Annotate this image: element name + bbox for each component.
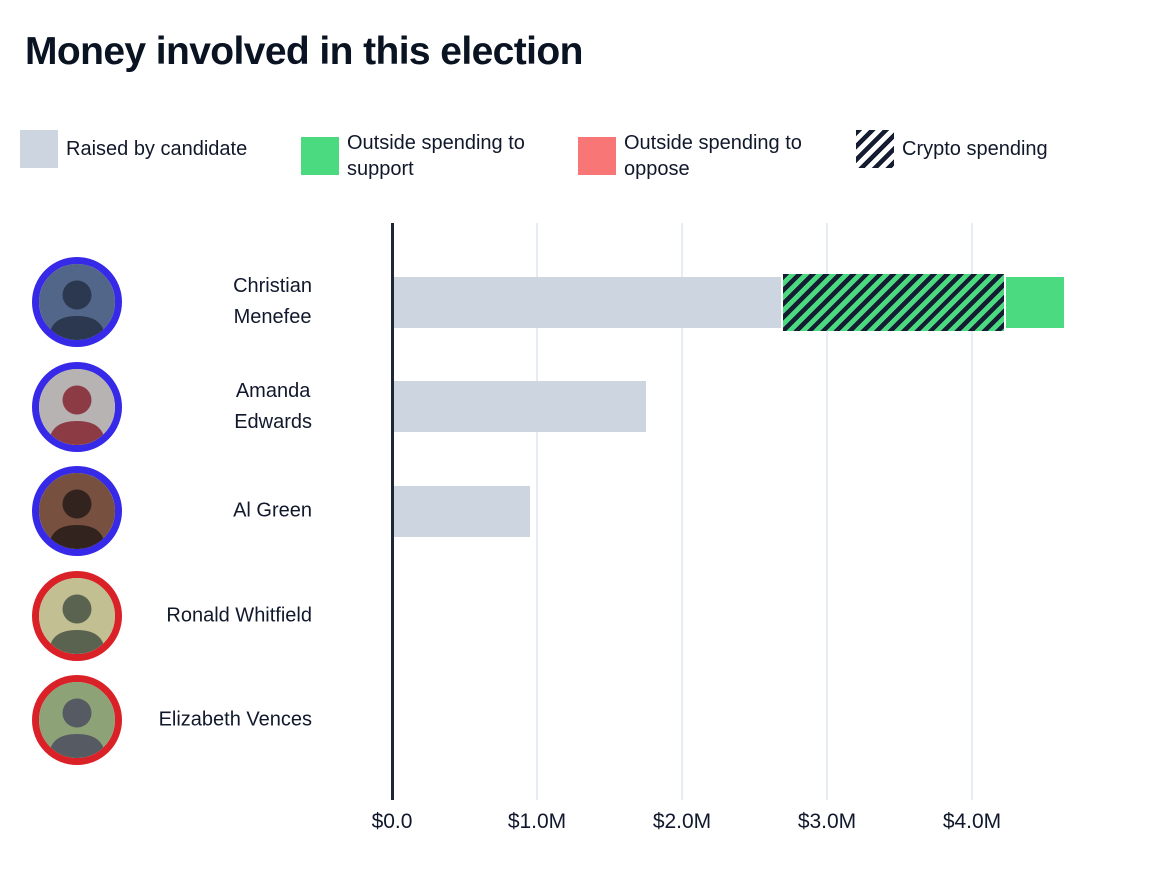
x-tick-label: $0.0: [371, 810, 413, 833]
legend-label: Outside spending to oppose: [624, 132, 802, 180]
gridline: [536, 223, 538, 800]
x-tick-label: $4.0M: [942, 810, 1002, 833]
legend-swatch-icon: [301, 137, 339, 175]
x-tick-label: $3.0M: [797, 810, 857, 833]
candidate-avatar: [32, 257, 122, 347]
legend-item: Crypto spending: [856, 130, 1048, 168]
legend-swatch-hatch-icon: [856, 130, 894, 168]
candidate-avatar: [32, 570, 122, 661]
legend-item: Outside spending to support: [301, 130, 559, 182]
candidate-name-line: Amanda: [235, 379, 311, 402]
bar-segment-raised: [394, 485, 531, 537]
candidate-name-line: Christian: [233, 275, 312, 297]
candidate-name: Elizabeth Vences: [118, 705, 312, 736]
candidate-name-line: Ronald Whitfield: [166, 604, 312, 627]
candidate-avatar: [32, 675, 122, 766]
legend-swatch-icon: [20, 130, 58, 168]
legend-item: Raised by candidate: [20, 130, 247, 168]
chart-title: Money involved in this election: [25, 30, 583, 73]
bar-segment-support: [1005, 276, 1064, 328]
gridline: [971, 223, 973, 800]
bar-row: [394, 485, 531, 537]
candidate-name-text: Amanda Edwards: [234, 376, 312, 438]
candidate-name: Christian Menefee: [118, 271, 312, 333]
x-tick-label: $2.0M: [652, 810, 712, 833]
bar-row: [394, 381, 647, 433]
candidate-name-text: Al Green: [233, 496, 312, 527]
candidate-name: Al Green: [118, 496, 312, 527]
candidate-name-line: Edwards: [234, 410, 312, 433]
candidate-name-text: Ronald Whitfield: [166, 600, 312, 631]
legend-item: Outside spending to oppose: [578, 130, 836, 182]
legend-swatch-icon: [578, 137, 616, 175]
bar-segment-crypto-hatch: [781, 273, 1006, 331]
legend-label: Outside spending to support: [347, 132, 525, 180]
candidate-name-text: Christian Menefee: [233, 271, 312, 333]
legend-label: Crypto spending: [902, 138, 1048, 160]
candidate-name-text: Elizabeth Vences: [159, 705, 312, 736]
x-tick-label: $1.0M: [507, 810, 567, 833]
candidate-name-line: Menefee: [233, 306, 312, 328]
candidate-name: Ronald Whitfield: [118, 600, 312, 631]
y-axis-line: [391, 223, 394, 800]
gridline: [681, 223, 683, 800]
legend-label: Raised by candidate: [66, 138, 248, 160]
candidate-name-line: Al Green: [233, 499, 312, 522]
gridline: [826, 223, 828, 800]
bar-segment-raised: [394, 276, 782, 328]
candidate-avatar: [32, 361, 122, 452]
bar-row: [394, 273, 1064, 331]
candidate-avatar: [32, 466, 122, 557]
bar-segment-raised: [394, 381, 647, 433]
candidate-name-line: Elizabeth Vences: [158, 708, 312, 731]
candidate-name: Amanda Edwards: [118, 376, 312, 438]
